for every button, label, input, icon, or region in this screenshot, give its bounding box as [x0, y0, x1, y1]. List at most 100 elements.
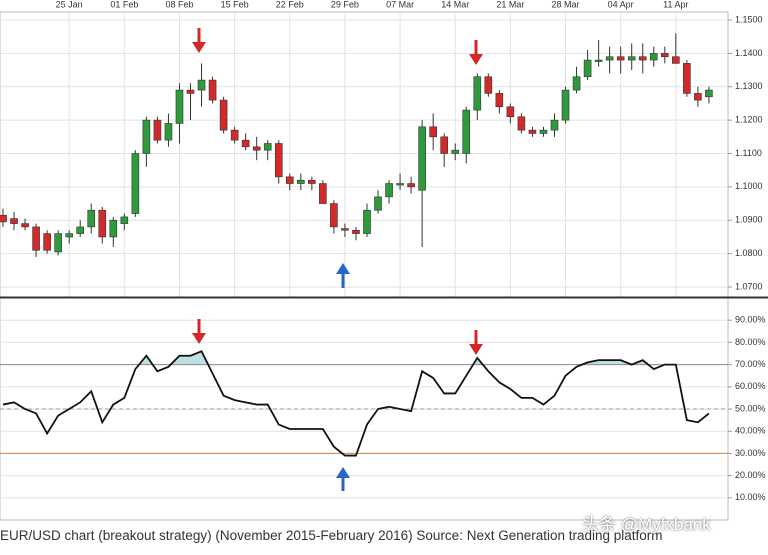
candle-body	[462, 109, 471, 154]
candle-body	[87, 209, 96, 228]
candle-body	[164, 123, 173, 141]
candle-body	[440, 136, 449, 154]
candle-body	[219, 99, 228, 131]
y-tick-label: 1.1400	[735, 48, 763, 58]
y-tick-label: 80.00%	[735, 337, 766, 347]
candle-body	[429, 126, 437, 138]
candle-body	[274, 143, 283, 178]
candle-body	[120, 216, 129, 224]
candle-body	[142, 119, 151, 154]
candle-body	[363, 209, 371, 234]
y-tick-label: 1.0800	[735, 248, 763, 258]
candle-body	[594, 59, 603, 62]
watermark: 头条 @Myfxbank	[582, 515, 711, 534]
y-tick-label: 70.00%	[735, 359, 766, 369]
sell-arrows	[192, 28, 483, 355]
candle-body	[252, 146, 261, 151]
y-tick-label: 1.1500	[735, 14, 763, 24]
x-tick-label: 21 Mar	[496, 0, 524, 9]
candle-body	[10, 218, 18, 224]
candle-body	[175, 89, 184, 124]
rsi-line	[2, 350, 710, 457]
y-tick-label: 40.00%	[735, 426, 766, 436]
y-tick-label: 50.00%	[735, 403, 766, 413]
candle-body	[572, 76, 581, 91]
candle-body	[451, 149, 460, 154]
candle-body	[583, 59, 592, 78]
candle-body	[616, 56, 625, 61]
price-panel	[0, 11, 729, 298]
candle-body	[473, 76, 482, 111]
y-tick-label: 1.0900	[735, 215, 763, 225]
candle-body	[418, 126, 426, 191]
y-tick-label: 1.1100	[735, 148, 762, 158]
candle-body	[605, 56, 614, 61]
x-tick-label: 08 Feb	[165, 0, 193, 9]
candle-body	[627, 56, 636, 61]
candle-body	[649, 53, 658, 61]
y-tick-label: 1.1200	[735, 115, 763, 125]
candle-body	[660, 53, 669, 58]
y-tick-label: 30.00%	[735, 448, 766, 458]
candle-body	[21, 223, 29, 228]
candle-body	[683, 63, 691, 94]
x-tick-label: 04 Apr	[608, 0, 634, 9]
candle-body	[131, 153, 140, 214]
candle-body	[197, 79, 206, 91]
candle-body	[528, 129, 537, 134]
candle-body	[297, 179, 305, 184]
candle-body	[407, 183, 415, 188]
candle-body	[672, 56, 680, 64]
candle-body	[153, 119, 162, 141]
x-tick-label: 11 Apr	[663, 0, 688, 9]
y-tick-label: 90.00%	[735, 315, 766, 325]
candle-body	[109, 219, 118, 238]
candle-body	[43, 233, 51, 251]
candle-body	[694, 93, 702, 101]
candle-body	[561, 89, 570, 121]
x-tick-label: 22 Feb	[276, 0, 304, 9]
candle-body	[352, 229, 360, 234]
candle-body	[495, 93, 504, 108]
candle-body	[330, 203, 338, 228]
candle-body	[0, 214, 7, 223]
y-tick-label: 1.0700	[735, 281, 763, 291]
candle-body	[484, 76, 493, 94]
x-tick-label: 28 Mar	[552, 0, 580, 9]
candle-body	[539, 129, 548, 134]
x-tick-label: 25 Jan	[56, 0, 83, 9]
candle-body	[550, 119, 559, 131]
candle-body	[263, 143, 272, 151]
candle-body	[638, 56, 647, 61]
candle-body	[98, 209, 107, 238]
candle-body	[186, 89, 195, 94]
candle-body	[506, 106, 515, 118]
candle-body	[308, 179, 316, 184]
candle-body	[341, 228, 349, 231]
buy-arrows	[336, 263, 350, 491]
candle-body	[319, 183, 327, 204]
x-tick-label: 15 Feb	[221, 0, 249, 9]
y-tick-label: 60.00%	[735, 381, 766, 391]
x-tick-label: 29 Feb	[331, 0, 359, 9]
zone-fill	[139, 351, 649, 365]
y-tick-label: 1.1300	[735, 81, 763, 91]
caption: EUR/USD chart (breakout strategy) (Novem…	[0, 528, 663, 543]
candle-body	[230, 129, 239, 141]
candle-body	[76, 226, 85, 234]
candle-body	[241, 139, 250, 148]
candle-body	[517, 116, 526, 131]
x-tick-label: 14 Mar	[441, 0, 469, 9]
candle-body	[705, 89, 713, 98]
candle-body	[396, 183, 404, 186]
candle-body	[54, 233, 62, 253]
x-tick-label: 01 Feb	[110, 0, 138, 9]
candle-body	[385, 183, 393, 198]
candle-body	[374, 196, 382, 211]
y-tick-label: 10.00%	[735, 492, 766, 502]
x-tick-label: 07 Mar	[386, 0, 414, 9]
y-tick-label: 1.1000	[735, 181, 763, 191]
candle-body	[285, 176, 294, 184]
